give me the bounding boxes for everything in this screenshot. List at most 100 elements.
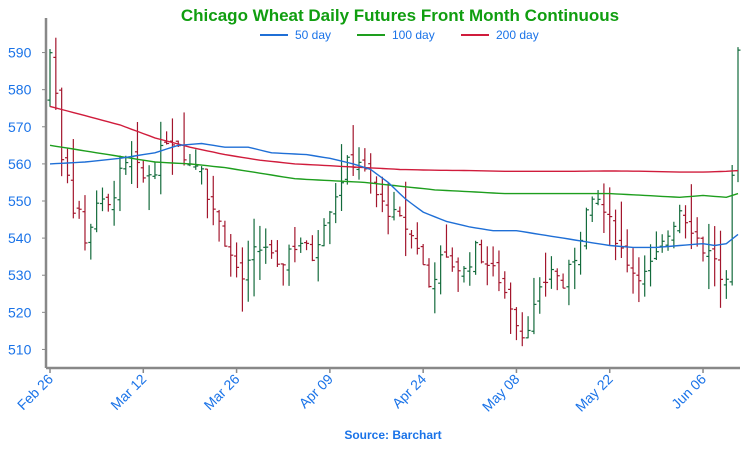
y-tick-label: 560 (8, 156, 32, 172)
ohlc-bar (344, 155, 350, 185)
ohlc-bar (624, 229, 630, 273)
ohlc-bar (473, 240, 479, 275)
ohlc-bar (432, 262, 438, 314)
y-tick-label: 510 (8, 341, 32, 357)
ohlc-bar (146, 165, 152, 211)
ohlc-bar (88, 223, 94, 260)
ma-200-line (49, 105, 739, 173)
ohlc-bar (368, 153, 374, 194)
ohlc-bar (181, 112, 187, 166)
ohlc-bar (438, 245, 444, 295)
ohlc-bar (99, 187, 105, 212)
ohlc-bar (443, 224, 449, 258)
legend-label: 100 day (392, 28, 435, 42)
ohlc-bar (671, 221, 677, 249)
moving-average-lines (49, 105, 739, 249)
ohlc-bar (298, 237, 304, 253)
chart-title: Chicago Wheat Daily Futures Front Month … (180, 6, 620, 25)
ohlc-bar (502, 271, 508, 299)
ohlc-bar (111, 180, 117, 226)
chart-axes: 510 520 530 540 550 560 570 580 590 Feb 26 Mar 12 M… (8, 18, 740, 415)
ohlc-bar (158, 121, 164, 195)
ohlc-bar (583, 207, 589, 250)
ohlc-bar (653, 231, 659, 260)
ohlc-bar (677, 204, 683, 234)
ohlc-bar (94, 190, 100, 233)
ohlc-bar (210, 175, 216, 226)
ohlc-bar (385, 183, 391, 235)
ohlc-bar (397, 206, 403, 217)
ohlc-bar (164, 131, 170, 145)
ohlc-bar (455, 257, 461, 292)
ohlc-bar (613, 209, 619, 261)
y-tick-label: 580 (8, 82, 32, 98)
ohlc-bar (82, 195, 88, 251)
ohlc-bar (333, 183, 339, 224)
ohlc-bar (339, 144, 345, 212)
y-tick-label: 590 (8, 45, 32, 61)
ohlc-bar (408, 229, 414, 249)
ohlc-bar (286, 244, 292, 286)
ohlc-bar (414, 222, 420, 255)
x-tick-label: May 22 (572, 371, 616, 415)
ohlc-bar (234, 242, 240, 278)
ohlc-bar (566, 259, 572, 306)
ohlc-bar (245, 240, 251, 302)
ohlc-bar (449, 247, 455, 272)
ohlc-bar (665, 230, 671, 251)
x-tick-label: Jun 06 (668, 371, 709, 412)
ohlc-bar (263, 228, 269, 264)
ohlc-bar (490, 246, 496, 277)
ohlc-bar (222, 220, 228, 247)
x-tick-label: Mar 12 (107, 371, 149, 413)
ohlc-bar (729, 164, 735, 286)
ohlc-bar (723, 270, 729, 299)
ohlc-bar (560, 273, 566, 289)
x-tick-label: Mar 26 (201, 371, 243, 413)
ohlc-bar (589, 196, 595, 222)
ohlc-bar (292, 226, 298, 263)
ohlc-bar (683, 205, 689, 239)
ohlc-bar (718, 230, 724, 308)
ohlc-bar (117, 155, 123, 212)
ma-50-line (49, 142, 739, 249)
ohlc-bar (607, 187, 613, 246)
ohlc-bar (257, 225, 263, 280)
ohlc-bar (280, 263, 286, 286)
ohlc-bar (508, 282, 514, 334)
ohlc-bar (630, 248, 636, 294)
chart-legend: 50 day 100 day 200 day (260, 28, 539, 42)
ohlc-bar (467, 252, 473, 286)
ohlc-bar (269, 239, 275, 259)
ohlc-bar (461, 266, 467, 283)
ohlc-bar (578, 231, 584, 275)
ohlc-bar (554, 268, 560, 291)
ohlc-bar (694, 217, 700, 247)
x-tick-label: Feb 26 (14, 371, 56, 413)
ohlc-bar (391, 191, 397, 221)
ohlc-bar (548, 256, 554, 289)
ohlc-bar (204, 168, 210, 219)
y-tick-label: 520 (8, 304, 32, 320)
ohlc-bar (735, 47, 741, 183)
legend-label: 50 day (295, 28, 331, 42)
ohlc-bar (531, 277, 537, 335)
ohlc-bar (543, 252, 549, 297)
x-tick-label: May 08 (479, 371, 523, 415)
x-tick-label: Apr 24 (389, 371, 430, 412)
ohlc-bar (199, 166, 205, 185)
ohlc-bar (315, 230, 321, 282)
ohlc-bar (129, 141, 135, 184)
ohlc-bar (712, 226, 718, 287)
ohlc-bar (140, 159, 146, 183)
ohlc-bar (304, 240, 310, 251)
y-tick-label: 530 (8, 267, 32, 283)
ohlc-bar (123, 155, 129, 175)
ohlc-bar (525, 316, 531, 339)
ohlc-bar (700, 236, 706, 262)
ohlc-bar (595, 190, 601, 206)
ohlc-bar (706, 223, 712, 290)
ma-100-line (49, 144, 739, 199)
ohlc-bar (152, 161, 158, 180)
